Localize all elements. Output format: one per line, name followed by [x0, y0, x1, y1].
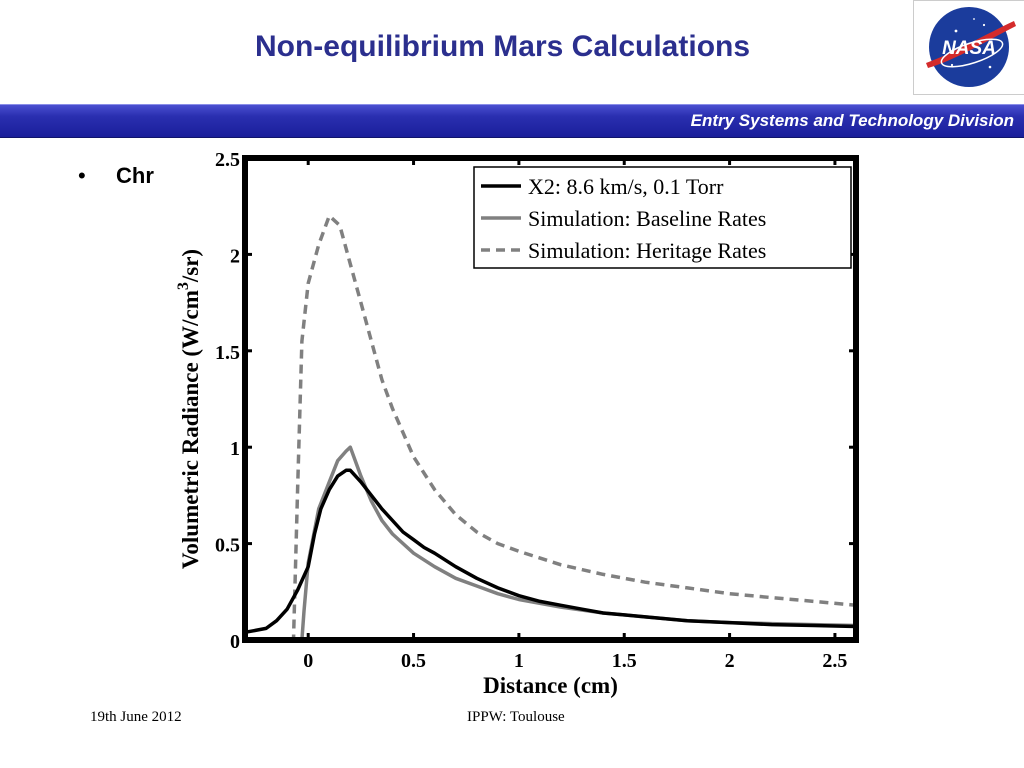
y-tick-label: 0: [230, 631, 240, 653]
x-tick-label: 0: [303, 650, 313, 672]
y-tick-label: 2.5: [215, 149, 240, 171]
series-line-1: [244, 468, 857, 635]
svg-text:NASA: NASA: [942, 38, 996, 59]
y-tick-label: 1: [230, 438, 240, 460]
x-tick-label: 1.5: [612, 650, 637, 672]
bullet-text: Chr: [116, 163, 154, 188]
legend-label: Simulation: Heritage Rates: [528, 238, 766, 263]
x-tick-label: 1: [514, 650, 524, 672]
legend-box: [473, 166, 852, 269]
slide-title: Non-equilibrium Mars Calculations: [254, 30, 751, 63]
legend-label: Simulation: Baseline Rates: [528, 206, 766, 231]
nasa-logo: NASA: [913, 0, 1024, 95]
legend-label: X2: 8.6 km/s, 0.1 Torr: [528, 174, 724, 199]
footer-event: IPPW: Toulouse: [467, 709, 565, 725]
series-line-3: [245, 214, 857, 642]
bullet-item: • Chr: [78, 163, 154, 189]
division-name: Entry Systems and Technology Division: [690, 111, 1014, 130]
x-tick-label: 2: [725, 650, 735, 672]
plot-frame: [242, 155, 859, 643]
x-tick-label: 0.5: [401, 650, 426, 672]
legend: X2: 8.6 km/s, 0.1 Torr Simulation: Baseli…: [473, 166, 852, 269]
bullet-icon: •: [78, 163, 86, 188]
x-tick-label: 2.5: [822, 650, 847, 672]
y-axis-title: Volumetric Radiance (W/cm3/sr): [175, 249, 203, 569]
x-axis-title: Distance (cm): [483, 673, 618, 698]
y-tick-label: 0.5: [215, 535, 240, 557]
y-tick-label: 2: [230, 245, 240, 267]
nasa-meatball-icon: NASA: [926, 7, 1016, 87]
y-tick-label: 1.5: [215, 342, 240, 364]
division-banner: Entry Systems and Technology Division: [0, 104, 1024, 138]
footer-date: 19th June 2012: [90, 709, 182, 725]
